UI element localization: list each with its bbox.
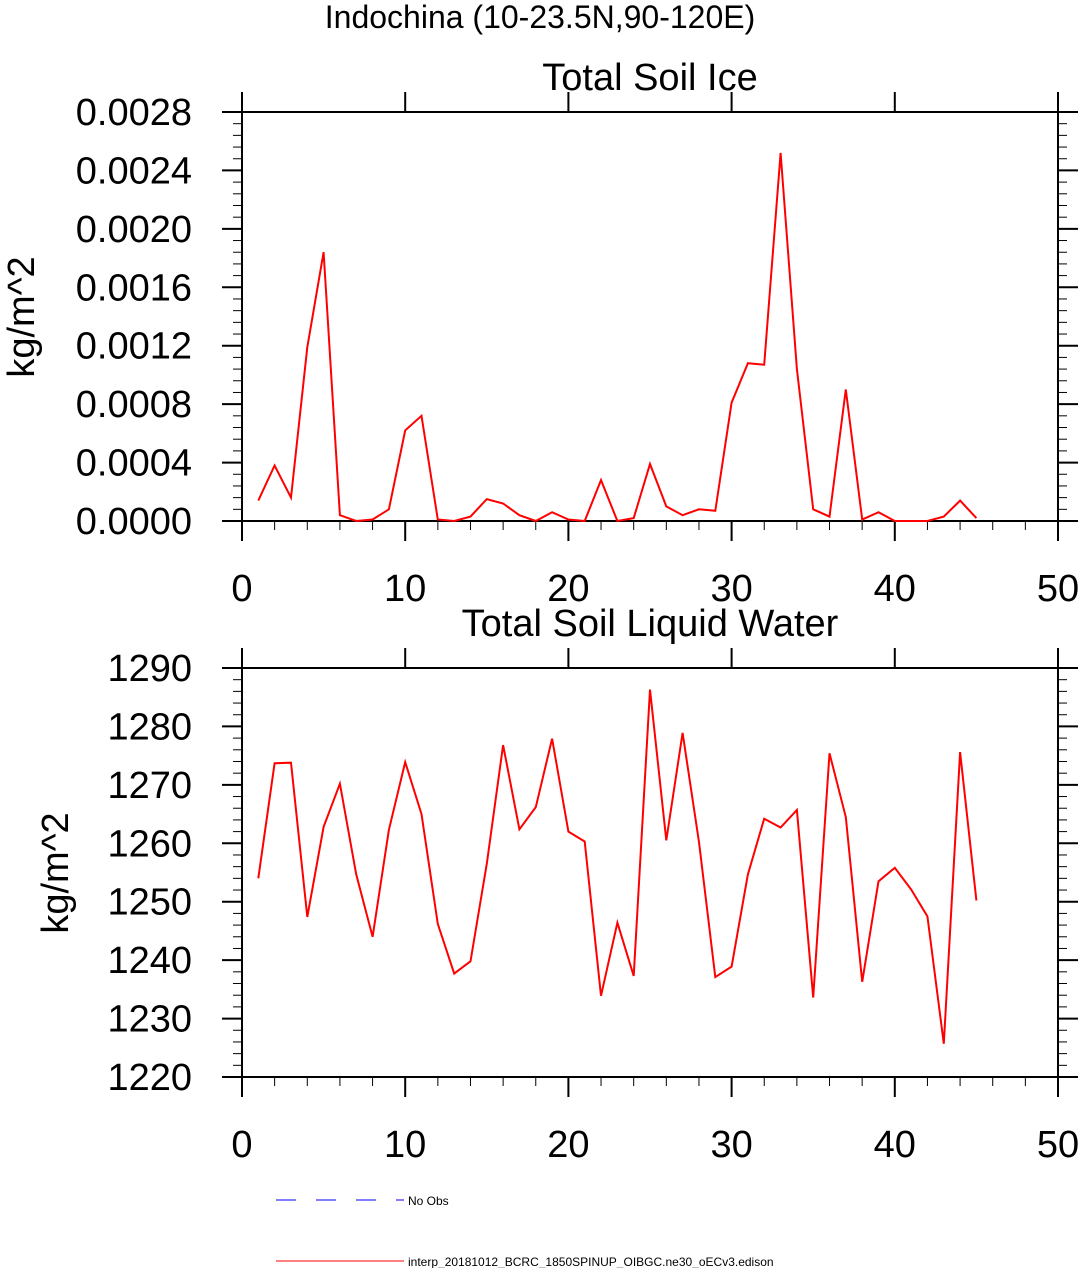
y-tick-label: 0.0028 — [76, 92, 192, 134]
x-tick-label: 40 — [874, 568, 916, 610]
y-tick-label: 0.0016 — [76, 267, 192, 309]
y-tick-label: 1260 — [107, 823, 192, 865]
x-tick-label: 0 — [231, 568, 252, 610]
x-tick-label: 0 — [231, 1124, 252, 1166]
chart-title: Total Soil Ice — [542, 57, 757, 99]
chart-total-soil-liquid-water: Total Soil Liquid Water kg/m^2 0 10 20 30 40… — [35, 603, 1079, 1166]
y-axis-label: kg/m^2 — [1, 256, 43, 377]
x-tick-label: 50 — [1037, 568, 1079, 610]
x-tick-label: 30 — [710, 568, 752, 610]
chart-total-soil-ice: Total Soil Ice kg/m^2 0 10 20 30 40 50 0.0000 0… — [1, 57, 1079, 610]
x-tick-label: 30 — [710, 1124, 752, 1166]
legend-label-model: interp_20181012_BCRC_1850SPINUP_OIBGC.ne… — [408, 1255, 774, 1268]
y-tick-label: 0.0020 — [76, 209, 192, 251]
y-tick-label: 0.0024 — [76, 150, 192, 192]
series-line — [257, 152, 978, 523]
y-tick-label: 0.0000 — [76, 501, 192, 543]
figure-title: Indochina (10-23.5N,90-120E) — [325, 0, 756, 35]
chart-title: Total Soil Liquid Water — [462, 603, 839, 645]
legend-label-no-obs: No Obs — [408, 1194, 449, 1208]
y-tick-label: 0.0008 — [76, 384, 192, 426]
plot-frame — [241, 111, 1059, 522]
y-tick-label: 1240 — [107, 940, 192, 982]
y-tick-label: 1250 — [107, 882, 192, 924]
x-tick-label: 10 — [384, 568, 426, 610]
x-tick-label: 40 — [874, 1124, 916, 1166]
x-tick-label: 20 — [547, 568, 589, 610]
x-tick-label: 20 — [547, 1124, 589, 1166]
x-tick-label: 50 — [1037, 1124, 1079, 1166]
y-tick-label: 1290 — [107, 648, 192, 690]
y-tick-label: 0.0004 — [76, 443, 192, 485]
series-line — [257, 689, 978, 1044]
y-tick-label: 1280 — [107, 706, 192, 748]
y-tick-label: 0.0012 — [76, 326, 192, 368]
y-tick-label: 1270 — [107, 765, 192, 807]
plot-frame — [241, 667, 1059, 1078]
legend: No Obs interp_20181012_BCRC_1850SPINUP_O… — [276, 1194, 774, 1268]
y-tick-label: 1220 — [107, 1057, 192, 1099]
y-axis-label: kg/m^2 — [35, 812, 77, 933]
x-tick-label: 10 — [384, 1124, 426, 1166]
y-tick-label: 1230 — [107, 999, 192, 1041]
